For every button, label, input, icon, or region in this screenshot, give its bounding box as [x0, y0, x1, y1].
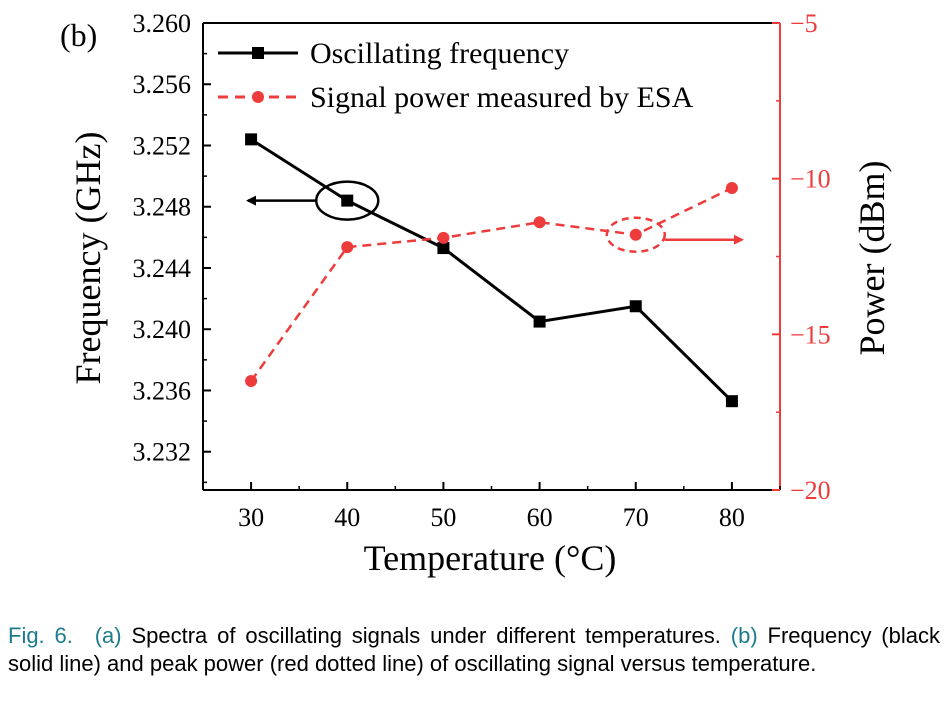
legend-marker-frequency: [252, 47, 264, 59]
left-tick-label: 3.248: [133, 193, 192, 222]
caption-part-b-label: (b): [730, 623, 758, 648]
power-point: [245, 375, 258, 388]
power-callout-ellipse: [605, 216, 666, 253]
caption-part-b-text: Frequency (black solid line) and peak po…: [8, 623, 940, 676]
frequency-point: [725, 395, 738, 408]
power-point: [629, 228, 642, 241]
left-axis-ticks: 3.232 3.236 3.240 3.244 3.248 3.252 3.256 3.260: [133, 9, 211, 484]
legend-marker-power: [252, 91, 264, 103]
panel-label: (b): [60, 17, 97, 53]
left-tick-label: 3.240: [133, 315, 192, 344]
dual-axis-line-chart: 30 40 50 60 70 80 3.2323.2363.2403.2443.2483.…: [60, 9, 892, 578]
left-tick-label: 3.236: [133, 376, 192, 405]
power-point: [437, 231, 450, 244]
legend-label-power: Signal power measured by ESA: [310, 81, 694, 114]
x-tick-label: 70: [623, 503, 649, 532]
x-tick-label: 30: [238, 503, 264, 532]
right-tick-label: −5: [790, 9, 818, 38]
left-tick-label: 3.252: [133, 131, 192, 160]
right-tick-label: −20: [790, 476, 831, 505]
x-tick-label: 50: [430, 503, 456, 532]
power-point: [533, 216, 546, 229]
left-tick-label: 3.256: [133, 70, 192, 99]
axis-annotations: [246, 180, 744, 253]
frequency-point: [341, 194, 354, 207]
power-line: [250, 186, 733, 382]
series-layer: [245, 133, 738, 408]
frequency-point: [437, 242, 450, 255]
x-tick-label: 40: [334, 503, 360, 532]
x-tick-label: 80: [719, 503, 745, 532]
x-axis-ticks: 30 40 50 60 70 80: [238, 482, 781, 532]
y-axis-left-title: Frequency (GHz): [68, 132, 108, 385]
caption-part-a-label: (a): [94, 623, 122, 648]
left-tick-label: 3.260: [133, 9, 192, 38]
x-tick-label: 60: [527, 503, 553, 532]
left-tick-label: 3.244: [133, 254, 192, 283]
frequency-line: [250, 138, 733, 403]
frequency-point: [533, 315, 546, 328]
right-tick-label: −10: [790, 165, 831, 194]
frequency-point: [245, 133, 258, 146]
figure-chart: 30 40 50 60 70 80 3.232 3.236 3.240 3.244 3.248 3.…: [60, 9, 892, 578]
power-point: [341, 241, 354, 254]
left-tick-label: 3.232: [133, 438, 192, 467]
legend: Oscillating frequency Signal power measu…: [218, 37, 694, 114]
figure-caption: Fig. 6. (a) Spectra of oscillating signa…: [8, 622, 940, 678]
x-axis-title: Temperature (°C): [364, 538, 617, 578]
caption-part-a-text: Spectra of oscillating signals under dif…: [121, 623, 721, 648]
power-point: [725, 182, 738, 195]
caption-fig-label: Fig. 6.: [8, 623, 73, 648]
right-tick-label: −15: [790, 320, 831, 349]
legend-label-frequency: Oscillating frequency: [310, 37, 569, 70]
y-axis-right-title: Power (dBm): [852, 161, 892, 356]
frequency-point: [629, 300, 642, 313]
right-axis-ticks: −20 −15 −10 −5: [772, 9, 831, 505]
